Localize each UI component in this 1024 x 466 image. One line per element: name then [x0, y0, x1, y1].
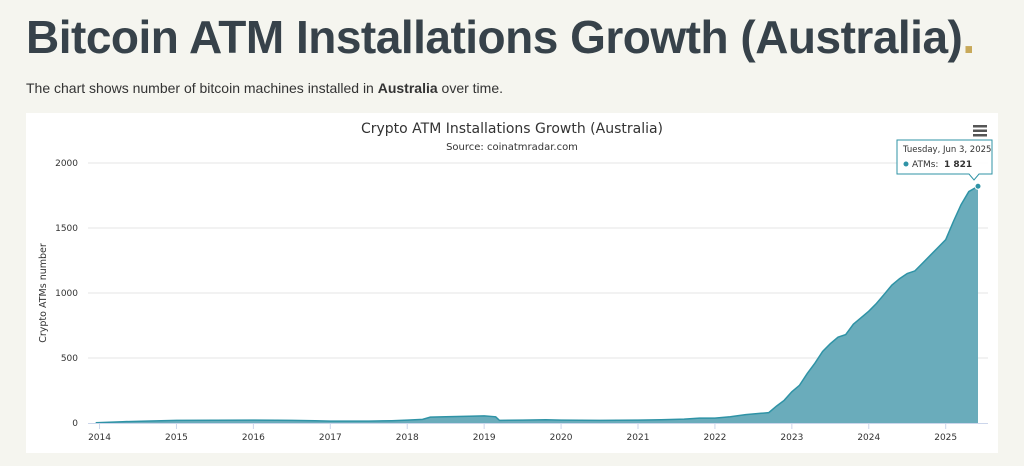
x-tick-label: 2014: [88, 433, 111, 443]
y-tick-label: 0: [72, 419, 78, 429]
x-tick-label: 2020: [550, 433, 573, 443]
title-dot: .: [962, 11, 975, 63]
tooltip-series-dot: [903, 161, 909, 167]
subtitle-country: Australia: [377, 80, 438, 96]
x-tick-label: 2018: [396, 433, 419, 443]
y-tick-label: 500: [61, 354, 78, 364]
subtitle-prefix: The chart shows number of bitcoin machin…: [26, 80, 378, 96]
hamburger-menu-icon[interactable]: [970, 122, 990, 139]
tooltip-value: 1 821: [944, 160, 972, 170]
x-tick-label: 2015: [165, 433, 188, 443]
x-tick-label: 2022: [703, 433, 726, 443]
chart-card: 0 500 1000 1500 2000 2014 2015 2016 2017 2018 2019…: [26, 113, 998, 453]
chart-subtitle: Source: coinatmradar.com: [446, 142, 578, 153]
axis-layer: 0 500 1000 1500 2000 2014 2015 2016 2017 2018 2019…: [55, 159, 988, 443]
page-title-text: Bitcoin ATM Installations Growth (Austra…: [26, 11, 963, 63]
x-tick-label: 2016: [242, 433, 265, 443]
series-area-atms: [95, 186, 978, 423]
chart-svg: 0 500 1000 1500 2000 2014 2015 2016 2017 2018 2019…: [38, 121, 993, 443]
page-subtitle: The chart shows number of bitcoin machin…: [26, 80, 503, 96]
y-tick-label: 1500: [55, 224, 78, 234]
chart-title: Crypto ATM Installations Growth (Austral…: [361, 121, 663, 137]
highlight-point: [974, 182, 982, 190]
y-tick-label: 2000: [55, 159, 78, 169]
y-axis-title: Crypto ATMs number: [38, 243, 49, 343]
x-tick-label: 2021: [627, 433, 650, 443]
tooltip: Tuesday, Jun 3, 2025 ATMs: 1 821: [896, 139, 993, 181]
page-title: Bitcoin ATM Installations Growth (Austra…: [26, 10, 975, 64]
series-line-atms: [95, 185, 979, 424]
x-tick-label: 2024: [857, 433, 880, 443]
x-tick-label: 2017: [319, 433, 342, 443]
x-tick-label: 2019: [473, 433, 496, 443]
tooltip-box: [896, 139, 993, 181]
x-tick-label: 2023: [780, 433, 803, 443]
area-layer: [95, 182, 982, 424]
y-tick-label: 1000: [55, 289, 78, 299]
x-tick-label: 2025: [934, 433, 957, 443]
tooltip-date: Tuesday, Jun 3, 2025: [902, 145, 991, 155]
tooltip-series-label: ATMs:: [912, 160, 938, 170]
subtitle-suffix: over time.: [437, 80, 504, 96]
